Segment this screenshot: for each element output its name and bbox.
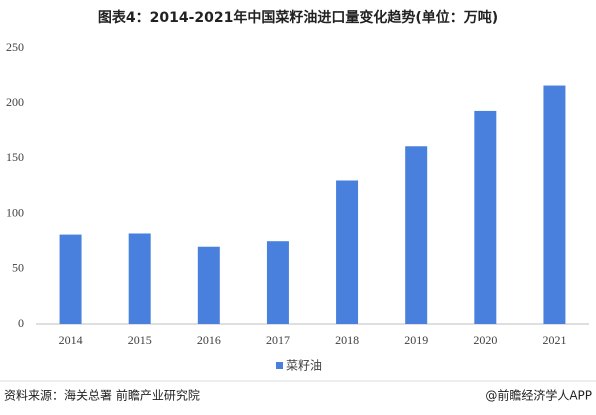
- bar: [197, 246, 220, 324]
- source-note: 资料来源：海关总署 前瞻产业研究院: [4, 388, 200, 403]
- bar: [405, 146, 428, 324]
- bar: [128, 233, 151, 324]
- y-tick-label: 50: [12, 261, 24, 275]
- x-tick-label: 2017: [266, 333, 290, 347]
- brand-note: @前瞻经济学人APP: [485, 388, 592, 403]
- legend-swatch: [276, 362, 283, 369]
- chart-title: 图表4：2014-2021年中国菜籽油进口量变化趋势(单位：万吨): [98, 9, 498, 26]
- bar: [59, 234, 82, 324]
- y-tick-label: 100: [6, 205, 24, 219]
- bar: [474, 110, 497, 324]
- x-tick-label: 2020: [473, 333, 497, 347]
- x-tick-label: 2021: [542, 333, 566, 347]
- legend-label: 菜籽油: [286, 359, 322, 373]
- y-tick-label: 200: [6, 95, 24, 109]
- bar: [336, 180, 359, 324]
- bar: [543, 85, 566, 324]
- x-tick-label: 2019: [404, 333, 428, 347]
- x-tick-label: 2018: [335, 333, 359, 347]
- x-tick-label: 2016: [197, 333, 221, 347]
- y-tick-label: 150: [6, 150, 24, 164]
- bar: [266, 241, 289, 324]
- y-tick-label: 250: [6, 40, 24, 54]
- x-tick-label: 2015: [128, 333, 152, 347]
- y-tick-label: 0: [18, 316, 24, 330]
- x-tick-label: 2014: [59, 333, 83, 347]
